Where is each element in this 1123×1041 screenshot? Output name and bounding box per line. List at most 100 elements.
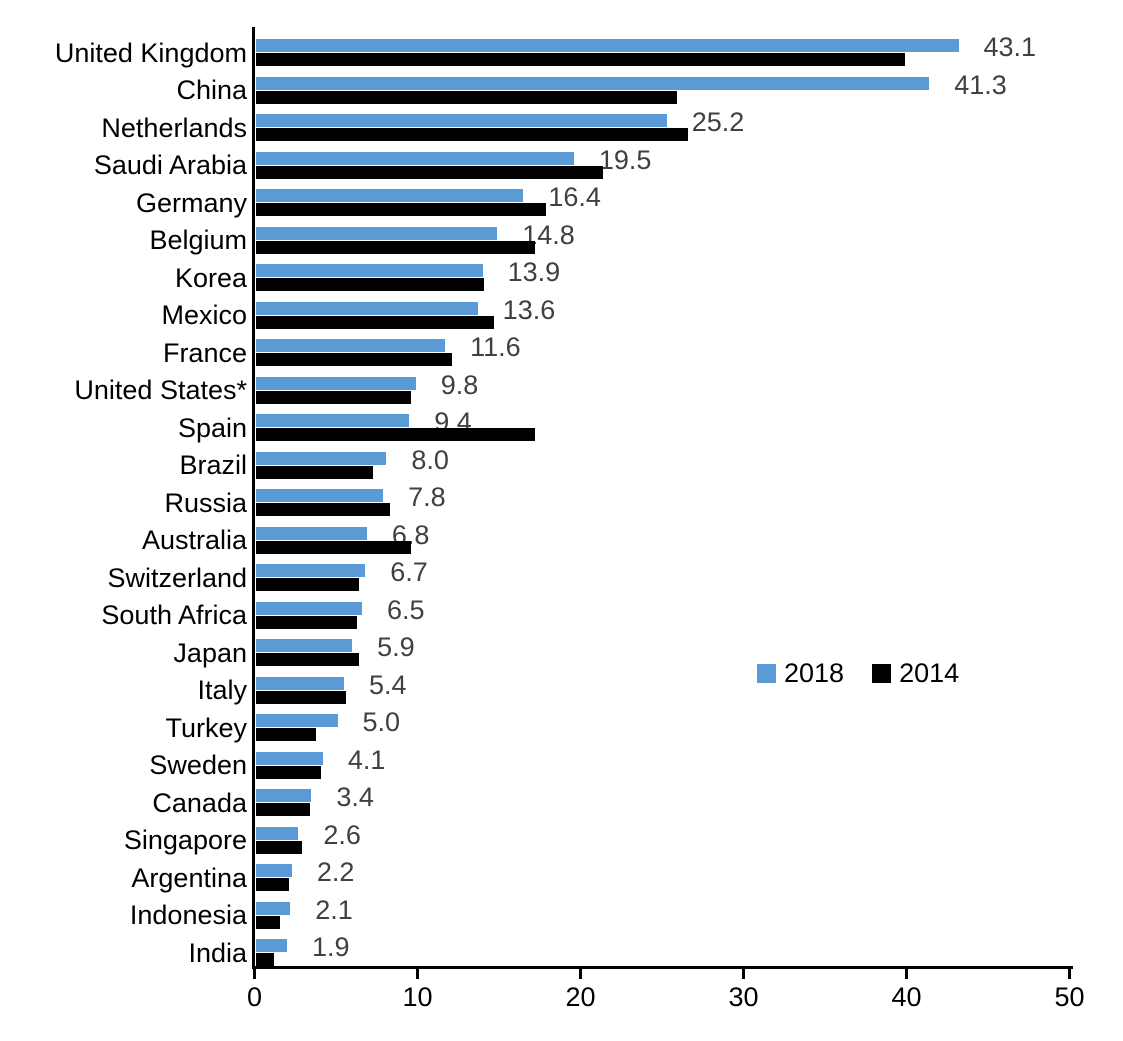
bar-2014 xyxy=(256,878,289,891)
bar-2018 xyxy=(256,639,352,652)
bar-2018 xyxy=(256,151,574,165)
legend: 2018 2014 xyxy=(757,658,959,688)
bar-2014 xyxy=(256,765,321,779)
bar-2018 xyxy=(256,376,416,390)
value-label: 5.4 xyxy=(369,669,407,700)
legend-swatch-2018 xyxy=(757,663,776,683)
bar-2014 xyxy=(256,353,452,366)
value-label: 6.7 xyxy=(390,557,428,587)
value-label: 2.2 xyxy=(316,857,355,887)
x-tick-mark xyxy=(905,966,908,979)
bar-2018 xyxy=(256,226,497,240)
bar-2018 xyxy=(256,489,383,502)
bar-2014 xyxy=(256,428,535,441)
category-label: France xyxy=(162,337,247,368)
bar-2014 xyxy=(256,803,310,816)
value-label: 16.4 xyxy=(548,182,601,212)
bar-2018 xyxy=(256,39,959,52)
bar-2018 xyxy=(256,301,478,315)
legend-label-2018: 2018 xyxy=(784,658,845,688)
category-label: Netherlands xyxy=(101,112,247,143)
bar-2014 xyxy=(256,728,316,741)
bar-2018 xyxy=(256,526,367,540)
bar-2018 xyxy=(256,114,667,127)
x-tick-mark xyxy=(253,966,256,979)
x-tick-label: 0 xyxy=(246,982,263,1012)
bar-2014 xyxy=(256,165,603,179)
legend-swatch-2014 xyxy=(872,663,892,683)
category-label: Indonesia xyxy=(129,900,247,930)
x-tick-label: 30 xyxy=(728,982,759,1012)
bar-2018 xyxy=(256,601,362,615)
bar-2018 xyxy=(256,939,287,952)
y-axis-line xyxy=(252,27,255,969)
value-label: 1.9 xyxy=(311,932,350,962)
bar-2014 xyxy=(256,128,688,141)
bar-2014 xyxy=(256,953,274,966)
legend-item-2018: 2018 xyxy=(757,658,845,688)
bar-2018 xyxy=(256,826,298,840)
x-tick-label: 50 xyxy=(1054,982,1085,1012)
category-label: Canada xyxy=(152,787,247,818)
bar-2018 xyxy=(256,789,311,802)
x-tick-mark xyxy=(1068,966,1071,979)
bar-2014 xyxy=(256,240,535,254)
value-label: 13.9 xyxy=(507,257,561,287)
bar-2018 xyxy=(256,189,523,202)
category-label: Singapore xyxy=(123,825,247,855)
x-tick-mark xyxy=(742,966,745,979)
category-label: Japan xyxy=(173,637,247,668)
bar-2014 xyxy=(256,615,357,629)
value-label: 6.5 xyxy=(386,594,425,625)
category-label: Germany xyxy=(135,187,247,218)
value-label: 4.1 xyxy=(347,744,386,775)
bar-2018 xyxy=(256,864,292,877)
bar-2014 xyxy=(256,653,359,666)
category-label: United States* xyxy=(74,375,247,405)
value-label: 13.6 xyxy=(502,294,556,325)
value-label: 2.1 xyxy=(315,894,353,925)
category-label: Switzerland xyxy=(107,562,247,593)
x-tick-mark xyxy=(416,966,419,979)
bar-2018 xyxy=(256,676,344,690)
category-label: Italy xyxy=(197,675,247,705)
value-label: 7.8 xyxy=(408,482,446,512)
bar-2018 xyxy=(256,451,386,465)
x-tick-label: 20 xyxy=(565,982,596,1012)
x-tick-label: 40 xyxy=(891,982,922,1012)
bar-2018 xyxy=(256,714,338,727)
category-label: Mexico xyxy=(161,300,247,330)
category-label: Brazil xyxy=(179,450,247,480)
value-label: 25.2 xyxy=(691,107,745,137)
category-label: Russia xyxy=(164,487,247,518)
category-label: Australia xyxy=(141,525,247,555)
bar-2018 xyxy=(256,414,409,427)
bar-2014 xyxy=(256,278,484,291)
category-label: Sweden xyxy=(149,750,247,780)
category-label: South Africa xyxy=(101,600,247,630)
value-label: 41.3 xyxy=(954,69,1007,100)
value-label: 5.0 xyxy=(362,707,401,737)
bar-2018 xyxy=(256,339,445,352)
value-label: 2.6 xyxy=(323,819,361,850)
bar-2014 xyxy=(256,90,677,104)
bar-2018 xyxy=(256,264,483,277)
bar-2014 xyxy=(256,465,373,479)
category-label: Korea xyxy=(174,262,247,293)
bar-2014 xyxy=(256,203,546,216)
category-label: Argentina xyxy=(131,862,247,893)
value-label: 43.1 xyxy=(983,32,1037,62)
bar-2014 xyxy=(256,690,346,704)
value-label: 8.0 xyxy=(411,444,449,475)
x-axis-line xyxy=(252,966,1073,969)
bar-2014 xyxy=(256,315,494,329)
bar-2018 xyxy=(256,564,365,577)
bar-2014 xyxy=(256,840,302,854)
bar-2014 xyxy=(256,578,359,591)
value-label: 19.5 xyxy=(598,144,652,175)
category-label: Belgium xyxy=(149,225,247,255)
value-label: 3.4 xyxy=(336,782,374,812)
bar-2018 xyxy=(256,901,290,915)
bar-2014 xyxy=(256,390,411,404)
